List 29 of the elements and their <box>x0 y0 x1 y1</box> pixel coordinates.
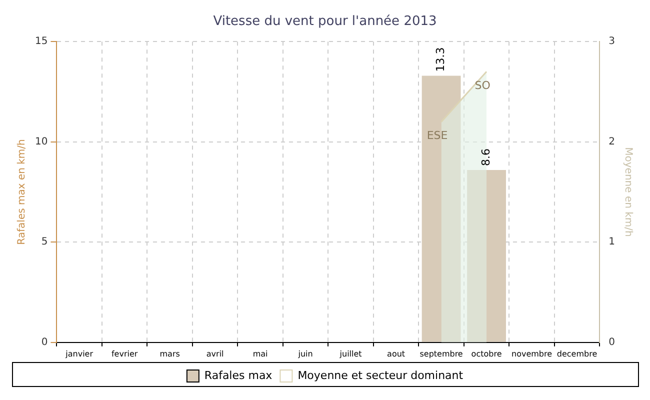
y2-axis-title: Moyenne en km/h <box>622 147 634 237</box>
y2-tick-label: 0 <box>608 336 616 348</box>
x-tick-label: avril <box>206 349 224 358</box>
x-tick-label: juillet <box>338 349 362 358</box>
y-axis-title: Rafales max en km/h <box>16 139 28 245</box>
y2-tick-label: 2 <box>608 136 616 148</box>
data-label: 13.3 <box>434 47 448 72</box>
x-tick-label: octobre <box>471 349 502 358</box>
y-tick-label: 5 <box>41 236 48 248</box>
x-tick-label: mars <box>160 349 180 358</box>
y2-tick-label: 1 <box>608 236 616 248</box>
x-tick-label: septembre <box>420 349 463 358</box>
x-tick-label: aout <box>387 349 406 358</box>
legend-label: Rafales max <box>204 368 273 382</box>
y-tick-label: 10 <box>34 136 48 148</box>
legend-label: Moyenne et secteur dominant <box>298 368 464 382</box>
x-tick-label: juin <box>297 349 313 358</box>
x-tick-label: mai <box>252 349 268 358</box>
x-tick-label: decembre <box>556 349 598 358</box>
y-tick-label: 15 <box>34 36 48 48</box>
data-label: 8.6 <box>479 148 492 166</box>
x-tick-label: fevrier <box>111 349 138 358</box>
y-tick-label: 0 <box>41 336 48 348</box>
chart-title: Vitesse du vent pour l'année 2013 <box>213 14 437 30</box>
x-tick-label: janvier <box>64 349 94 358</box>
data-label: SO <box>474 79 491 92</box>
x-tick-label: novembre <box>512 349 552 358</box>
data-label: ESE <box>426 129 448 142</box>
y2-tick-label: 3 <box>608 36 616 48</box>
